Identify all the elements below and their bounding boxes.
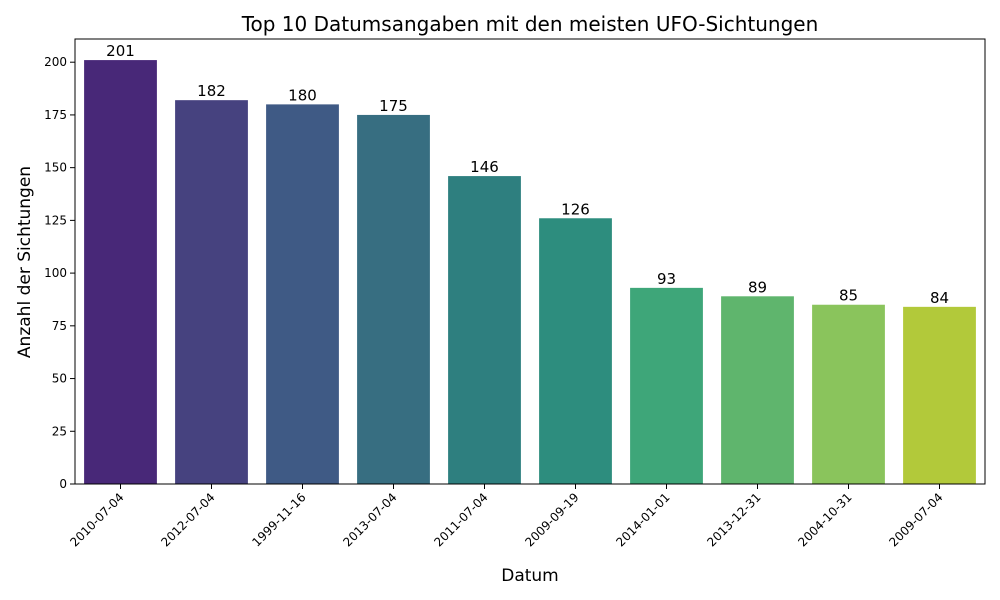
bar-labels-group: 201 182 180 175 146 126 93 89 85 84 [106,42,949,307]
bar [175,100,248,485]
bar [630,287,703,484]
bar [448,176,521,484]
x-tick-label: 1999-11-16 [249,490,308,549]
bar-value-label: 89 [748,278,767,296]
y-tick-label: 75 [52,319,67,333]
bar-value-label: 182 [197,82,226,100]
x-tick-label: 2014-01-01 [613,490,672,549]
bar-value-label: 175 [379,97,408,115]
x-tick-label: 2009-09-19 [522,490,581,549]
bar-value-label: 85 [839,287,858,305]
bar [84,60,157,484]
bar [903,306,976,484]
y-axis: 0 25 50 75 100 125 150 175 200 [44,55,75,491]
x-tick-label: 2012-07-04 [158,490,217,549]
x-axis-title: Datum [501,566,559,586]
y-tick-label: 200 [44,55,67,69]
x-tick-label: 2010-07-04 [67,490,126,549]
bar-value-label: 93 [657,270,676,288]
x-tick-label: 2004-10-31 [795,490,854,549]
y-tick-label: 125 [44,213,67,227]
y-tick-label: 150 [44,161,67,175]
bar-value-label: 84 [930,289,949,307]
y-tick-label: 100 [44,266,67,280]
y-tick-label: 50 [52,372,67,386]
y-tick-label: 175 [44,108,67,122]
bar-value-label: 146 [470,158,499,176]
bar [721,296,794,484]
bar-value-label: 126 [561,200,590,218]
x-tick-label: 2009-07-04 [886,490,945,549]
y-axis-title: Anzahl der Sichtungen [15,166,35,358]
bar [357,114,430,485]
y-tick-label: 25 [52,424,67,438]
bar [539,218,612,485]
bar [266,104,339,484]
bars-group [84,60,976,485]
bar [812,304,885,484]
bar-value-label: 201 [106,42,135,60]
x-axis: 2010-07-04 2012-07-04 1999-11-16 2013-07-04… [67,484,946,549]
bar-value-label: 180 [288,86,317,104]
x-tick-label: 2011-07-04 [431,490,490,549]
x-tick-label: 2013-07-04 [340,490,399,549]
chart-title: Top 10 Datumsangaben mit den meisten UFO… [241,12,819,36]
y-tick-label: 0 [59,477,67,491]
x-tick-label: 2013-12-31 [704,490,763,549]
plot-frame [74,38,986,485]
